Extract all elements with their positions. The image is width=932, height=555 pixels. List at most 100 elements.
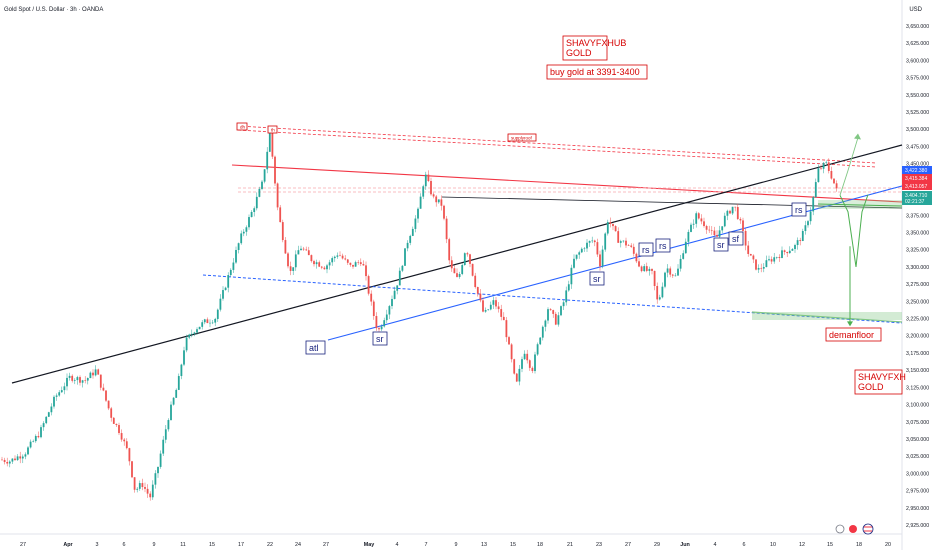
- candle-up: [419, 196, 422, 209]
- candle-up: [294, 254, 297, 268]
- candle-up: [227, 275, 230, 288]
- candle-down: [302, 248, 305, 250]
- candle-up: [258, 188, 261, 197]
- candle-down: [482, 300, 484, 312]
- candle-down: [609, 222, 612, 224]
- candle-down: [671, 274, 674, 276]
- trendline-black: [11, 144, 903, 384]
- us-flag-icon[interactable]: [862, 523, 874, 535]
- candle-up: [235, 249, 237, 263]
- small-dh-annotation-text: dh: [240, 125, 246, 130]
- candle-down: [365, 265, 367, 277]
- candle-down: [700, 218, 703, 222]
- candle-up: [94, 369, 97, 376]
- candle-down: [131, 461, 133, 478]
- support-zone-line: [817, 203, 903, 207]
- candle-down: [445, 218, 448, 240]
- candle-up: [162, 439, 165, 454]
- candle-up: [292, 267, 295, 271]
- candle-down: [274, 156, 276, 184]
- candle-down: [749, 253, 752, 256]
- candle-up: [172, 397, 175, 405]
- candle-up: [588, 241, 591, 243]
- candle-up: [718, 230, 721, 237]
- candle-down: [502, 316, 505, 321]
- bottom-right-icons[interactable]: [835, 523, 874, 535]
- candle-up: [812, 197, 815, 212]
- candle-up: [196, 329, 198, 333]
- candle-down: [323, 267, 326, 270]
- candle-up: [521, 359, 523, 369]
- settings-icon[interactable]: [835, 524, 845, 534]
- candle-down: [669, 268, 672, 275]
- candle-down: [110, 408, 113, 418]
- candle-up: [76, 377, 79, 381]
- candle-down: [289, 266, 292, 271]
- candle-down: [430, 180, 432, 195]
- candle-up: [411, 228, 414, 236]
- small-dh-annotation-box: [236, 122, 248, 131]
- small-th-annotation-text: th: [271, 128, 275, 133]
- candle-up: [29, 441, 32, 448]
- y-tick-label: 2,925.000: [906, 523, 929, 529]
- candle-down: [510, 344, 513, 360]
- candle-up: [8, 461, 11, 464]
- brand2-annotation-box: [854, 369, 903, 395]
- x-tick-label: Apr: [63, 542, 73, 548]
- candle-down: [612, 223, 614, 227]
- x-tick-label: 24: [295, 542, 301, 548]
- candle-up: [463, 253, 466, 266]
- candle-down: [830, 170, 833, 179]
- x-tick-label: 18: [856, 542, 862, 548]
- candle-up: [253, 208, 256, 212]
- flag-icon[interactable]: [849, 525, 857, 533]
- candle-down: [287, 253, 289, 267]
- atl-annotation-text: atl: [309, 343, 319, 353]
- price-label-box: [902, 182, 932, 190]
- y-tick-label: 3,450.000: [906, 162, 929, 168]
- y-tick-label: 3,600.000: [906, 58, 929, 64]
- y-tick-label: 3,625.000: [906, 41, 929, 47]
- x-tick-label: 4: [396, 542, 399, 548]
- candle-down: [310, 255, 313, 262]
- candle-down: [627, 245, 630, 247]
- candle-up: [658, 297, 661, 300]
- candle-up: [21, 456, 24, 459]
- candle-up: [151, 484, 154, 498]
- candle-down: [474, 275, 477, 288]
- candle-down: [352, 264, 354, 267]
- x-tick-label: 15: [209, 542, 215, 548]
- candle-down: [528, 360, 531, 368]
- candle-up: [263, 169, 266, 182]
- candle-up: [809, 211, 812, 222]
- y-tick-label: 2,975.000: [906, 489, 929, 495]
- x-tick-label: 13: [481, 542, 487, 548]
- candle-up: [250, 211, 253, 218]
- candle-down: [617, 231, 620, 243]
- candle-down: [635, 253, 638, 262]
- y-tick-label: 3,100.000: [906, 403, 929, 409]
- candle-down: [206, 319, 209, 324]
- candle-up: [575, 254, 578, 259]
- candle-down: [92, 372, 94, 376]
- candle-down: [716, 235, 718, 237]
- candle-up: [692, 223, 695, 225]
- supply-roof-line-bottom: [237, 129, 877, 168]
- candle-down: [281, 222, 284, 241]
- candle-up: [765, 260, 768, 267]
- candle-up: [489, 304, 492, 310]
- candle-up: [684, 241, 687, 254]
- supply-annotation-box: [507, 133, 537, 142]
- demand-arrow-head: [847, 321, 853, 327]
- candle-down: [747, 245, 750, 254]
- candle-up: [68, 375, 71, 378]
- title-annotation-text: SHAVYFXHUB: [566, 38, 626, 48]
- candle-down: [125, 441, 128, 449]
- candle-up: [604, 233, 607, 250]
- candle-up: [224, 287, 227, 291]
- x-tick-label: 22: [267, 542, 273, 548]
- candle-down: [341, 255, 344, 259]
